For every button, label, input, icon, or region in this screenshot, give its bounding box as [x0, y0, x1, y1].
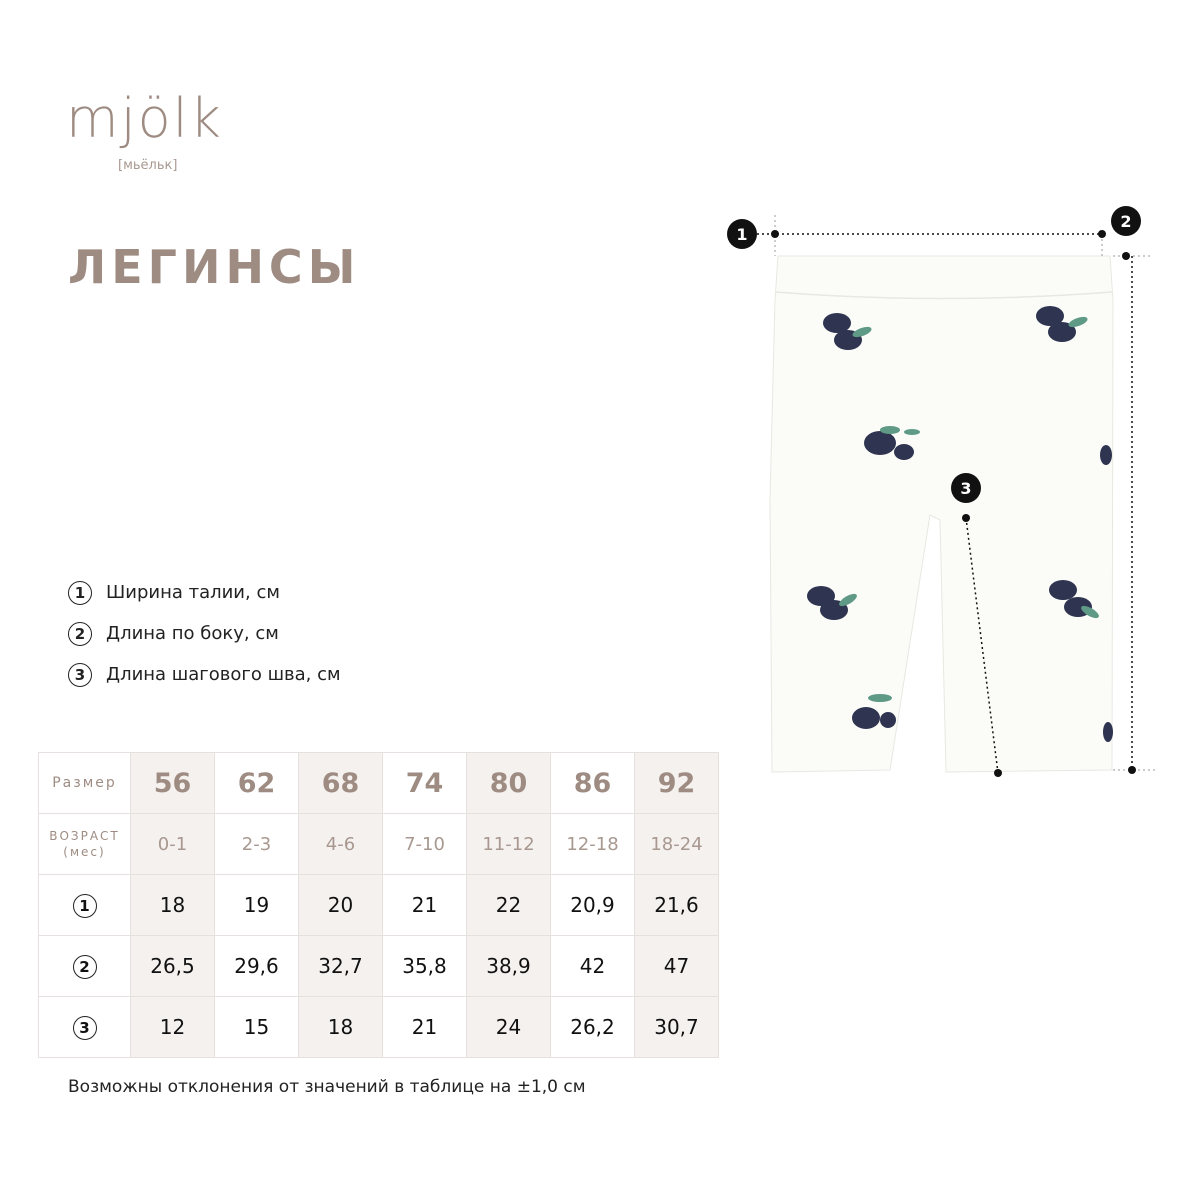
svg-text:3: 3 — [960, 479, 971, 498]
row-number-cell: 2 — [38, 935, 131, 997]
value-cell: 21,6 — [634, 874, 719, 936]
legend-item: 1 Ширина талии, см — [68, 572, 341, 613]
value-cell: 26,5 — [130, 935, 215, 997]
legend-label: Длина по боку, см — [106, 623, 279, 644]
age-cell: 0-1 — [130, 813, 215, 875]
value-cell: 21 — [382, 874, 467, 936]
size-cell: 92 — [634, 752, 719, 814]
value-cell: 21 — [382, 996, 467, 1058]
value-cell: 15 — [214, 996, 299, 1058]
marker-2: 2 — [1111, 206, 1141, 236]
value-cell: 22 — [466, 874, 551, 936]
size-cell: 62 — [214, 752, 299, 814]
measurement-row: 1 18 19 20 21 22 20,9 21,6 — [38, 874, 719, 936]
value-cell: 20 — [298, 874, 383, 936]
tolerance-note: Возможны отклонения от значений в таблиц… — [68, 1077, 586, 1097]
logo-subtitle: [мьёльк] — [118, 158, 178, 173]
size-table: Размер 56 62 68 74 80 86 92 ВОЗРАСТ (мес) 0-1 2-3 4-… — [38, 752, 719, 1058]
age-cell: 12-18 — [550, 813, 635, 875]
value-cell: 20,9 — [550, 874, 635, 936]
legend-item: 3 Длина шагового шва, см — [68, 654, 341, 695]
measurement-legend: 1 Ширина талии, см 2 Длина по боку, см 3 Дл… — [68, 572, 341, 695]
marker-3: 3 — [951, 473, 981, 503]
age-cell: 11-12 — [466, 813, 551, 875]
marker-1: 1 — [727, 219, 757, 249]
value-cell: 29,6 — [214, 935, 299, 997]
leaf-print — [839, 316, 1099, 702]
brand-logo: mjölk [мьёльк] — [66, 87, 223, 174]
size-cell: 56 — [130, 752, 215, 814]
size-cell: 80 — [466, 752, 551, 814]
measurement-row: 3 12 15 18 21 24 26,2 30,7 — [38, 996, 719, 1058]
number-badge: 1 — [72, 894, 97, 918]
number-badge: 2 — [68, 621, 92, 646]
value-cell: 24 — [466, 996, 551, 1058]
logo-text: mjölk — [66, 87, 223, 150]
legend-label: Ширина талии, см — [106, 582, 280, 603]
value-cell: 18 — [130, 874, 215, 936]
legend-label: Длина шагового шва, см — [106, 664, 341, 685]
value-cell: 42 — [550, 935, 635, 997]
number-badge: 1 — [68, 580, 92, 605]
age-cell: 4-6 — [298, 813, 383, 875]
value-cell: 26,2 — [550, 996, 635, 1058]
value-cell: 32,7 — [298, 935, 383, 997]
size-row: Размер 56 62 68 74 80 86 92 — [38, 752, 719, 814]
berry-print — [807, 306, 1113, 742]
row-number-cell: 3 — [38, 996, 131, 1058]
number-badge: 3 — [68, 662, 92, 687]
value-cell: 35,8 — [382, 935, 467, 997]
measure-dots — [771, 230, 1136, 777]
age-label-unit: (мес) — [63, 845, 106, 859]
value-cell: 19 — [214, 874, 299, 936]
leggings-shape — [769, 255, 1114, 773]
svg-text:2: 2 — [1120, 212, 1131, 231]
age-label-line: ВОЗРАСТ — [49, 829, 120, 843]
svg-text:1: 1 — [736, 225, 747, 244]
value-cell: 30,7 — [634, 996, 719, 1058]
number-badge: 3 — [72, 1016, 97, 1040]
value-cell: 18 — [298, 996, 383, 1058]
size-label: Размер — [38, 752, 131, 814]
page-title: ЛЕГИНСЫ — [68, 240, 361, 294]
value-cell: 12 — [130, 996, 215, 1058]
value-cell: 38,9 — [466, 935, 551, 997]
number-badge: 2 — [72, 955, 97, 979]
size-cell: 74 — [382, 752, 467, 814]
measurement-row: 2 26,5 29,6 32,7 35,8 38,9 42 47 — [38, 935, 719, 997]
legend-item: 2 Длина по боку, см — [68, 613, 341, 654]
